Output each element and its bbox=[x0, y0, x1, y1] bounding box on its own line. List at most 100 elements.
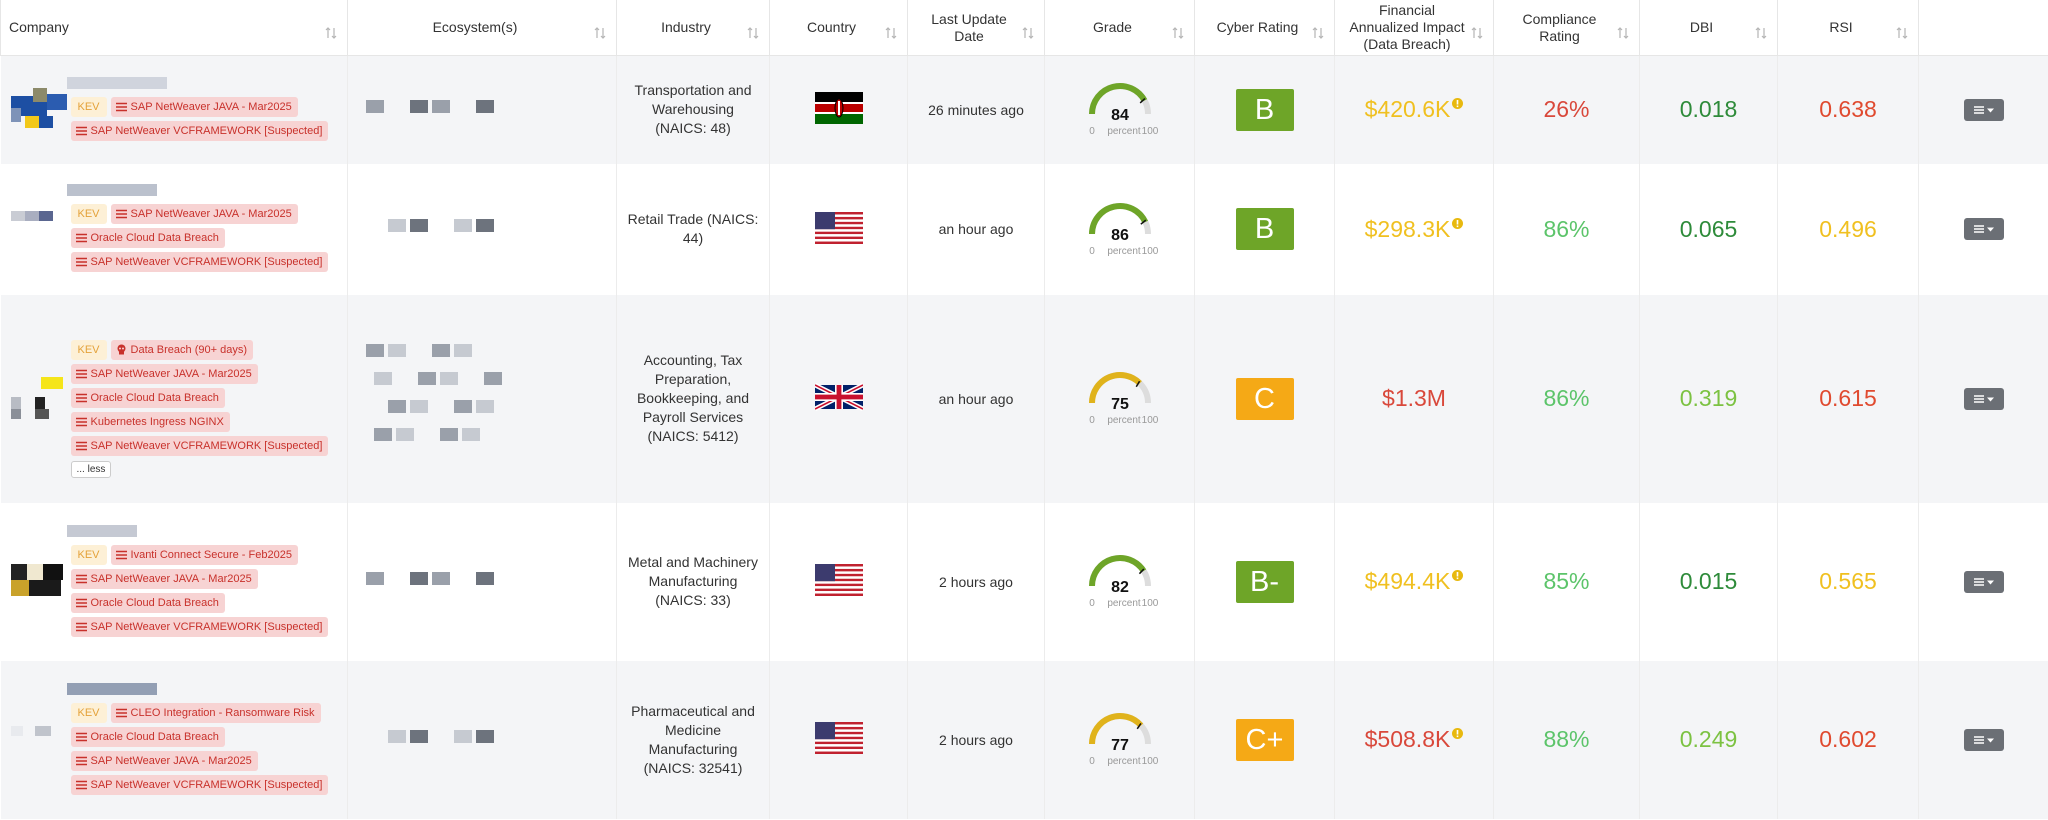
financial-cell: $508.8K bbox=[1334, 660, 1494, 819]
gauge-max: 100 bbox=[1141, 126, 1158, 137]
company-logo bbox=[10, 207, 69, 257]
rating-cell: B bbox=[1194, 55, 1335, 164]
actions-button[interactable] bbox=[1963, 570, 2004, 593]
vulnerability-tag[interactable]: Kubernetes Ingress NGINX bbox=[70, 411, 230, 432]
info-icon[interactable] bbox=[1452, 728, 1464, 739]
actions-button[interactable] bbox=[1963, 98, 2004, 121]
tag-line: Oracle Cloud Data Breach bbox=[70, 726, 225, 747]
blur-block bbox=[410, 729, 428, 743]
name-block bbox=[66, 184, 157, 196]
sort-icon[interactable] bbox=[885, 26, 897, 43]
company-cell: KEV Data Breach (90+ days) SAP NetWeaver J… bbox=[0, 294, 348, 503]
vulnerability-tag[interactable]: SAP NetWeaver VCFRAMEWORK [Suspected] bbox=[70, 252, 329, 272]
vulnerability-tag[interactable]: SAP NetWeaver JAVA - Mar2025 bbox=[70, 750, 258, 771]
sort-icon[interactable] bbox=[1022, 26, 1034, 43]
blur-block bbox=[432, 343, 450, 357]
blur-block bbox=[410, 399, 428, 413]
dbi: 0.015 bbox=[1679, 568, 1738, 594]
logo-block bbox=[10, 579, 29, 596]
sort-icon[interactable] bbox=[1471, 26, 1483, 43]
rsi-cell: 0.638 bbox=[1777, 55, 1919, 164]
column-header[interactable]: Grade bbox=[1044, 0, 1195, 56]
column-header[interactable]: Country bbox=[769, 0, 908, 56]
logo-block bbox=[42, 563, 63, 580]
info-icon[interactable] bbox=[1452, 98, 1464, 110]
company-cell: KEV CLEO Integration - Ransomware Risk Ora… bbox=[0, 660, 348, 819]
vulnerability-tag[interactable]: Data Breach (90+ days) bbox=[110, 339, 253, 360]
logo-block bbox=[10, 408, 21, 419]
column-header[interactable]: Company bbox=[0, 0, 348, 56]
vulnerability-tag[interactable]: Oracle Cloud Data Breach bbox=[70, 228, 225, 248]
grade-gauge: 86 0 percent 100 bbox=[1088, 202, 1158, 257]
vulnerability-tag[interactable]: SAP NetWeaver JAVA - Mar2025 bbox=[70, 363, 258, 384]
blur-block bbox=[432, 571, 450, 585]
vulnerability-tag[interactable]: Ivanti Connect Secure - Feb2025 bbox=[110, 544, 298, 565]
gauge-arc bbox=[1088, 555, 1146, 587]
sort-icon[interactable] bbox=[325, 26, 337, 43]
update-cell: an hour ago bbox=[907, 294, 1045, 503]
header-label: Last Update Date bbox=[931, 10, 1007, 44]
company-name-blurred bbox=[66, 682, 348, 697]
blur-block bbox=[454, 729, 472, 743]
vulnerability-tag[interactable]: Oracle Cloud Data Breach bbox=[70, 387, 225, 408]
actions-header bbox=[1918, 0, 2048, 56]
column-header[interactable]: Industry bbox=[616, 0, 770, 56]
tag-list: KEV Data Breach (90+ days) SAP NetWeaver J… bbox=[70, 338, 348, 478]
gauge-unit: percent bbox=[1107, 126, 1141, 137]
blur-block bbox=[454, 399, 472, 413]
column-header[interactable]: Cyber Rating bbox=[1194, 0, 1335, 56]
vulnerability-tag[interactable]: SAP NetWeaver JAVA - Mar2025 bbox=[110, 204, 298, 224]
less-toggle[interactable]: ... less bbox=[70, 460, 112, 478]
vulnerability-tag[interactable]: SAP NetWeaver VCFRAMEWORK [Suspected] bbox=[70, 774, 329, 795]
rating-cell: C+ bbox=[1194, 660, 1335, 819]
column-header[interactable]: Financial Annualized Impact (Data Breach… bbox=[1334, 0, 1494, 56]
tag-label: CLEO Integration - Ransomware Risk bbox=[130, 706, 315, 719]
info-icon[interactable] bbox=[1452, 217, 1464, 229]
compliance-cell: 88% bbox=[1493, 660, 1640, 819]
vulnerability-tag[interactable]: Oracle Cloud Data Breach bbox=[70, 726, 225, 747]
actions-button[interactable] bbox=[1963, 728, 2004, 751]
sort-icon[interactable] bbox=[1755, 26, 1767, 43]
info-icon[interactable] bbox=[1452, 570, 1464, 581]
dbi-cell: 0.065 bbox=[1639, 163, 1778, 295]
vulnerability-tag[interactable]: SAP NetWeaver JAVA - Mar2025 bbox=[110, 96, 298, 117]
vulnerability-tag[interactable]: SAP NetWeaver VCFRAMEWORK [Suspected] bbox=[70, 120, 329, 141]
sort-icon[interactable] bbox=[1617, 26, 1629, 43]
cyber-rating: B bbox=[1235, 88, 1294, 131]
vulnerability-tag[interactable]: SAP NetWeaver VCFRAMEWORK [Suspected] bbox=[70, 435, 329, 456]
gauge-unit: percent bbox=[1107, 415, 1141, 426]
vulnerability-tag[interactable]: SAP NetWeaver JAVA - Mar2025 bbox=[70, 568, 258, 589]
sort-icon[interactable] bbox=[1896, 26, 1908, 43]
blur-block bbox=[454, 219, 472, 232]
vulnerability-tag[interactable]: Oracle Cloud Data Breach bbox=[70, 592, 225, 613]
grade-value: 77 bbox=[1111, 737, 1129, 754]
country-flag bbox=[778, 211, 899, 247]
tag-label: SAP NetWeaver VCFRAMEWORK [Suspected] bbox=[90, 256, 323, 268]
sort-icon[interactable] bbox=[1312, 26, 1324, 43]
blur-block bbox=[462, 427, 480, 441]
ecosystem-cell bbox=[347, 55, 617, 164]
logo-block bbox=[34, 408, 49, 419]
ecosystem-cell bbox=[347, 294, 617, 503]
country-cell bbox=[769, 294, 908, 503]
vulnerability-tag[interactable]: SAP NetWeaver VCFRAMEWORK [Suspected] bbox=[70, 616, 329, 637]
column-header[interactable]: DBI bbox=[1639, 0, 1778, 56]
column-header[interactable]: Ecosystem(s) bbox=[347, 0, 617, 56]
logo-block bbox=[46, 93, 67, 110]
sort-icon[interactable] bbox=[747, 26, 759, 43]
column-header[interactable]: Last Update Date bbox=[907, 0, 1045, 56]
last-update: 2 hours ago bbox=[939, 731, 1013, 748]
column-header[interactable]: RSI bbox=[1777, 0, 1919, 56]
column-header[interactable]: Compliance Rating bbox=[1493, 0, 1640, 56]
actions-button[interactable] bbox=[1963, 387, 2004, 410]
country-flag bbox=[778, 564, 899, 599]
actions-button[interactable] bbox=[1963, 218, 2004, 240]
vulnerability-tag[interactable]: CLEO Integration - Ransomware Risk bbox=[110, 702, 321, 723]
country-cell bbox=[769, 55, 908, 164]
blur-block bbox=[388, 343, 406, 357]
blur-block bbox=[476, 219, 494, 232]
tag-list: KEV SAP NetWeaver JAVA - Mar2025 SAP NetWe… bbox=[70, 95, 348, 143]
sort-icon[interactable] bbox=[594, 26, 606, 43]
header-label: Grade bbox=[1093, 19, 1132, 35]
sort-icon[interactable] bbox=[1172, 26, 1184, 43]
